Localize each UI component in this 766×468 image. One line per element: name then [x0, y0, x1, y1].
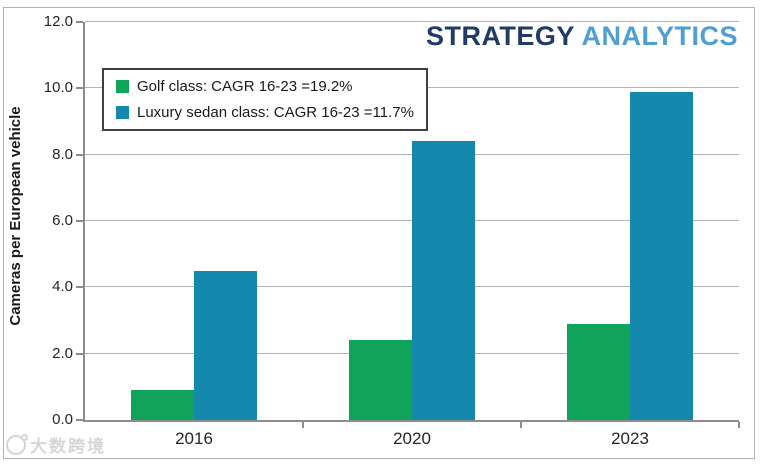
- bar-golf-2020: [349, 340, 412, 420]
- x-axis-label: 2016: [175, 429, 213, 448]
- y-axis-tick: [76, 286, 83, 289]
- gridline: [85, 21, 739, 22]
- bar-luxury-sedan-2016: [194, 270, 257, 420]
- legend-label: Golf class: CAGR 16-23 =19.2%: [137, 78, 353, 95]
- watermark: 大数跨境: [6, 432, 106, 457]
- y-axis-tick: [76, 87, 83, 90]
- legend-swatch-icon: [116, 80, 129, 93]
- y-axis-tick-label: 0.0: [52, 411, 73, 428]
- legend: Golf class: CAGR 16-23 =19.2% Luxury seda…: [102, 68, 428, 131]
- y-axis-tick-label: 8.0: [52, 145, 73, 163]
- chart-frame: Cameras per European vehicle STRATEGY AN…: [3, 7, 755, 459]
- logo-word-strategy: STRATEGY: [425, 21, 575, 51]
- y-axis-tick: [76, 153, 83, 156]
- y-axis-title: Cameras per European vehicle: [7, 106, 24, 326]
- y-axis-tick-label: 4.0: [52, 278, 73, 296]
- x-axis-tick: [738, 422, 740, 428]
- watermark-text: 大数跨境: [30, 437, 106, 456]
- x-axis-label: 2020: [393, 429, 431, 448]
- bar-luxury-sedan-2023: [630, 91, 693, 420]
- legend-item: Golf class: CAGR 16-23 =19.2%: [116, 78, 426, 95]
- y-axis-tick-label: 10.0: [43, 79, 73, 97]
- y-axis-tick: [76, 21, 83, 23]
- x-axis-label: 2023: [611, 429, 649, 448]
- y-axis-tick: [76, 419, 83, 421]
- legend-swatch-icon: [116, 106, 129, 119]
- x-axis-tick: [520, 422, 522, 428]
- watermark-logo-icon: [6, 433, 28, 455]
- y-axis-tick: [76, 352, 83, 355]
- y-axis-tick-label: 12.0: [43, 13, 73, 30]
- bar-golf-2023: [567, 323, 630, 420]
- y-axis-tick-label: 2.0: [52, 344, 73, 362]
- legend-item: Luxury sedan class: CAGR 16-23 =11.7%: [116, 104, 426, 121]
- bar-golf-2016: [131, 390, 194, 420]
- logo-word-analytics: ANALYTICS: [581, 21, 738, 51]
- bar-luxury-sedan-2020: [412, 141, 475, 420]
- x-axis-tick: [302, 422, 304, 428]
- y-axis-tick-label: 6.0: [52, 212, 73, 229]
- legend-label: Luxury sedan class: CAGR 16-23 =11.7%: [137, 104, 414, 121]
- strategy-analytics-logo: STRATEGY ANALYTICS: [426, 21, 738, 52]
- plot-area: STRATEGY ANALYTICS Golf class: CAGR 16-2…: [44, 13, 740, 448]
- y-axis-tick: [76, 220, 83, 222]
